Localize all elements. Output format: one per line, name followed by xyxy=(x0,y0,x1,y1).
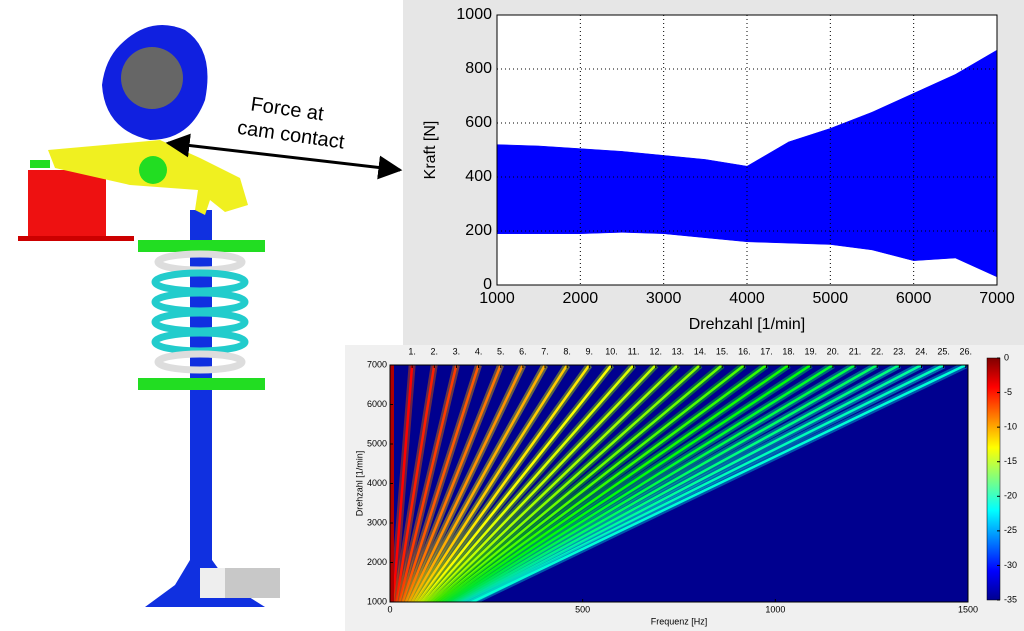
x-tick-label: 1500 xyxy=(958,604,978,614)
y-axis-label: Drehzahl [1/min] xyxy=(354,451,364,517)
force-band xyxy=(871,92,914,262)
x2-tick-label: 12. xyxy=(649,346,662,356)
x-axis-label: Drehzahl [1/min] xyxy=(689,316,806,333)
x-tick-label: 4000 xyxy=(729,290,765,307)
x-tick-label: 1000 xyxy=(765,604,785,614)
x2-tick-label: 7. xyxy=(541,346,549,356)
force-band xyxy=(580,148,623,234)
plot-frame xyxy=(389,364,969,603)
y-tick-label: 6000 xyxy=(367,399,387,409)
x-tick-label: 5000 xyxy=(813,290,849,307)
y-tick-label: 1000 xyxy=(367,596,387,606)
colorbar-tick-label: 0 xyxy=(1004,352,1009,362)
order-lines xyxy=(390,365,968,602)
force-band xyxy=(663,155,706,239)
y-axis-label: Kraft [N] xyxy=(422,121,439,180)
y-tick-label: 2000 xyxy=(367,557,387,567)
annotation-line: cam contact xyxy=(236,117,346,154)
x2-tick-label: 21. xyxy=(849,346,862,356)
x2-tick-label: 2. xyxy=(431,346,439,356)
x2-tick-label: 15. xyxy=(716,346,729,356)
colorbar-tick-label: -10 xyxy=(1004,422,1017,432)
x2-tick-label: 6. xyxy=(519,346,527,356)
x2-tick-label: 20. xyxy=(827,346,840,356)
x2-tick-label: 8. xyxy=(563,346,571,356)
x2-tick-label: 22. xyxy=(871,346,884,356)
y-tick-label: 5000 xyxy=(367,438,387,448)
force-band xyxy=(705,159,748,243)
x2-tick-label: 18. xyxy=(782,346,795,356)
plot-frame xyxy=(496,14,998,286)
x2-tick-label: 24. xyxy=(915,346,928,356)
x-tick-label: 0 xyxy=(387,604,392,614)
y-tick-label: 800 xyxy=(465,60,492,77)
annotation: Force at cam contact xyxy=(236,93,346,154)
y-tick-label: 200 xyxy=(465,222,492,239)
x2-tick-label: 17. xyxy=(760,346,773,356)
x2-tick-label: 26. xyxy=(960,346,973,356)
y-tick-label: 1000 xyxy=(456,6,492,23)
x2-tick-label: 10. xyxy=(605,346,618,356)
x-tick-label: 1000 xyxy=(479,290,515,307)
force-band xyxy=(788,128,831,245)
valve-train xyxy=(18,25,280,607)
y-tick-label: 3000 xyxy=(367,517,387,527)
y-tick-label: 0 xyxy=(483,276,492,293)
force-band xyxy=(621,151,664,234)
y-tick-label: 600 xyxy=(465,114,492,131)
x2-tick-label: 13. xyxy=(672,346,685,356)
x2-tick-label: 25. xyxy=(937,346,950,356)
x2-tick-label: 5. xyxy=(497,346,505,356)
x-tick-label: 6000 xyxy=(896,290,932,307)
x2-tick-label: 16. xyxy=(738,346,751,356)
force-band xyxy=(913,74,956,261)
colorbar-tick-label: -20 xyxy=(1004,491,1017,501)
colorbar xyxy=(986,357,1001,601)
force-band xyxy=(955,49,998,278)
x-tick-label: 2000 xyxy=(563,290,599,307)
x2-tick-label: 19. xyxy=(805,346,818,356)
order-line xyxy=(398,365,458,602)
x2-tick-label: 3. xyxy=(453,346,461,356)
force-band xyxy=(538,145,581,234)
x2-tick-label: 1. xyxy=(408,346,416,356)
x2-tick-label: 23. xyxy=(893,346,906,356)
colorbar-tick-label: -15 xyxy=(1004,456,1017,466)
colorbar-tick-label: -30 xyxy=(1004,560,1017,570)
colorbar-tick-label: -25 xyxy=(1004,525,1017,535)
annotation-arrow xyxy=(165,133,403,180)
x2-tick-label: 11. xyxy=(628,346,640,356)
x-tick-label: 500 xyxy=(575,604,590,614)
force-band xyxy=(496,144,539,234)
x2-tick-label: 14. xyxy=(694,346,707,356)
x-tick-label: 7000 xyxy=(979,290,1015,307)
force-band xyxy=(830,111,873,251)
colorbar-tick-label: -35 xyxy=(1004,594,1017,604)
x-tick-label: 3000 xyxy=(646,290,682,307)
order-line xyxy=(395,365,436,602)
order-line xyxy=(469,365,967,602)
x2-tick-label: 4. xyxy=(475,346,483,356)
colorbar-tick-label: -5 xyxy=(1004,387,1012,397)
y-tick-label: 7000 xyxy=(367,359,387,369)
x-axis-label: Frequenz [Hz] xyxy=(651,616,708,626)
y-tick-label: 400 xyxy=(465,168,492,185)
y-tick-label: 4000 xyxy=(367,478,387,488)
x2-tick-label: 9. xyxy=(586,346,594,356)
